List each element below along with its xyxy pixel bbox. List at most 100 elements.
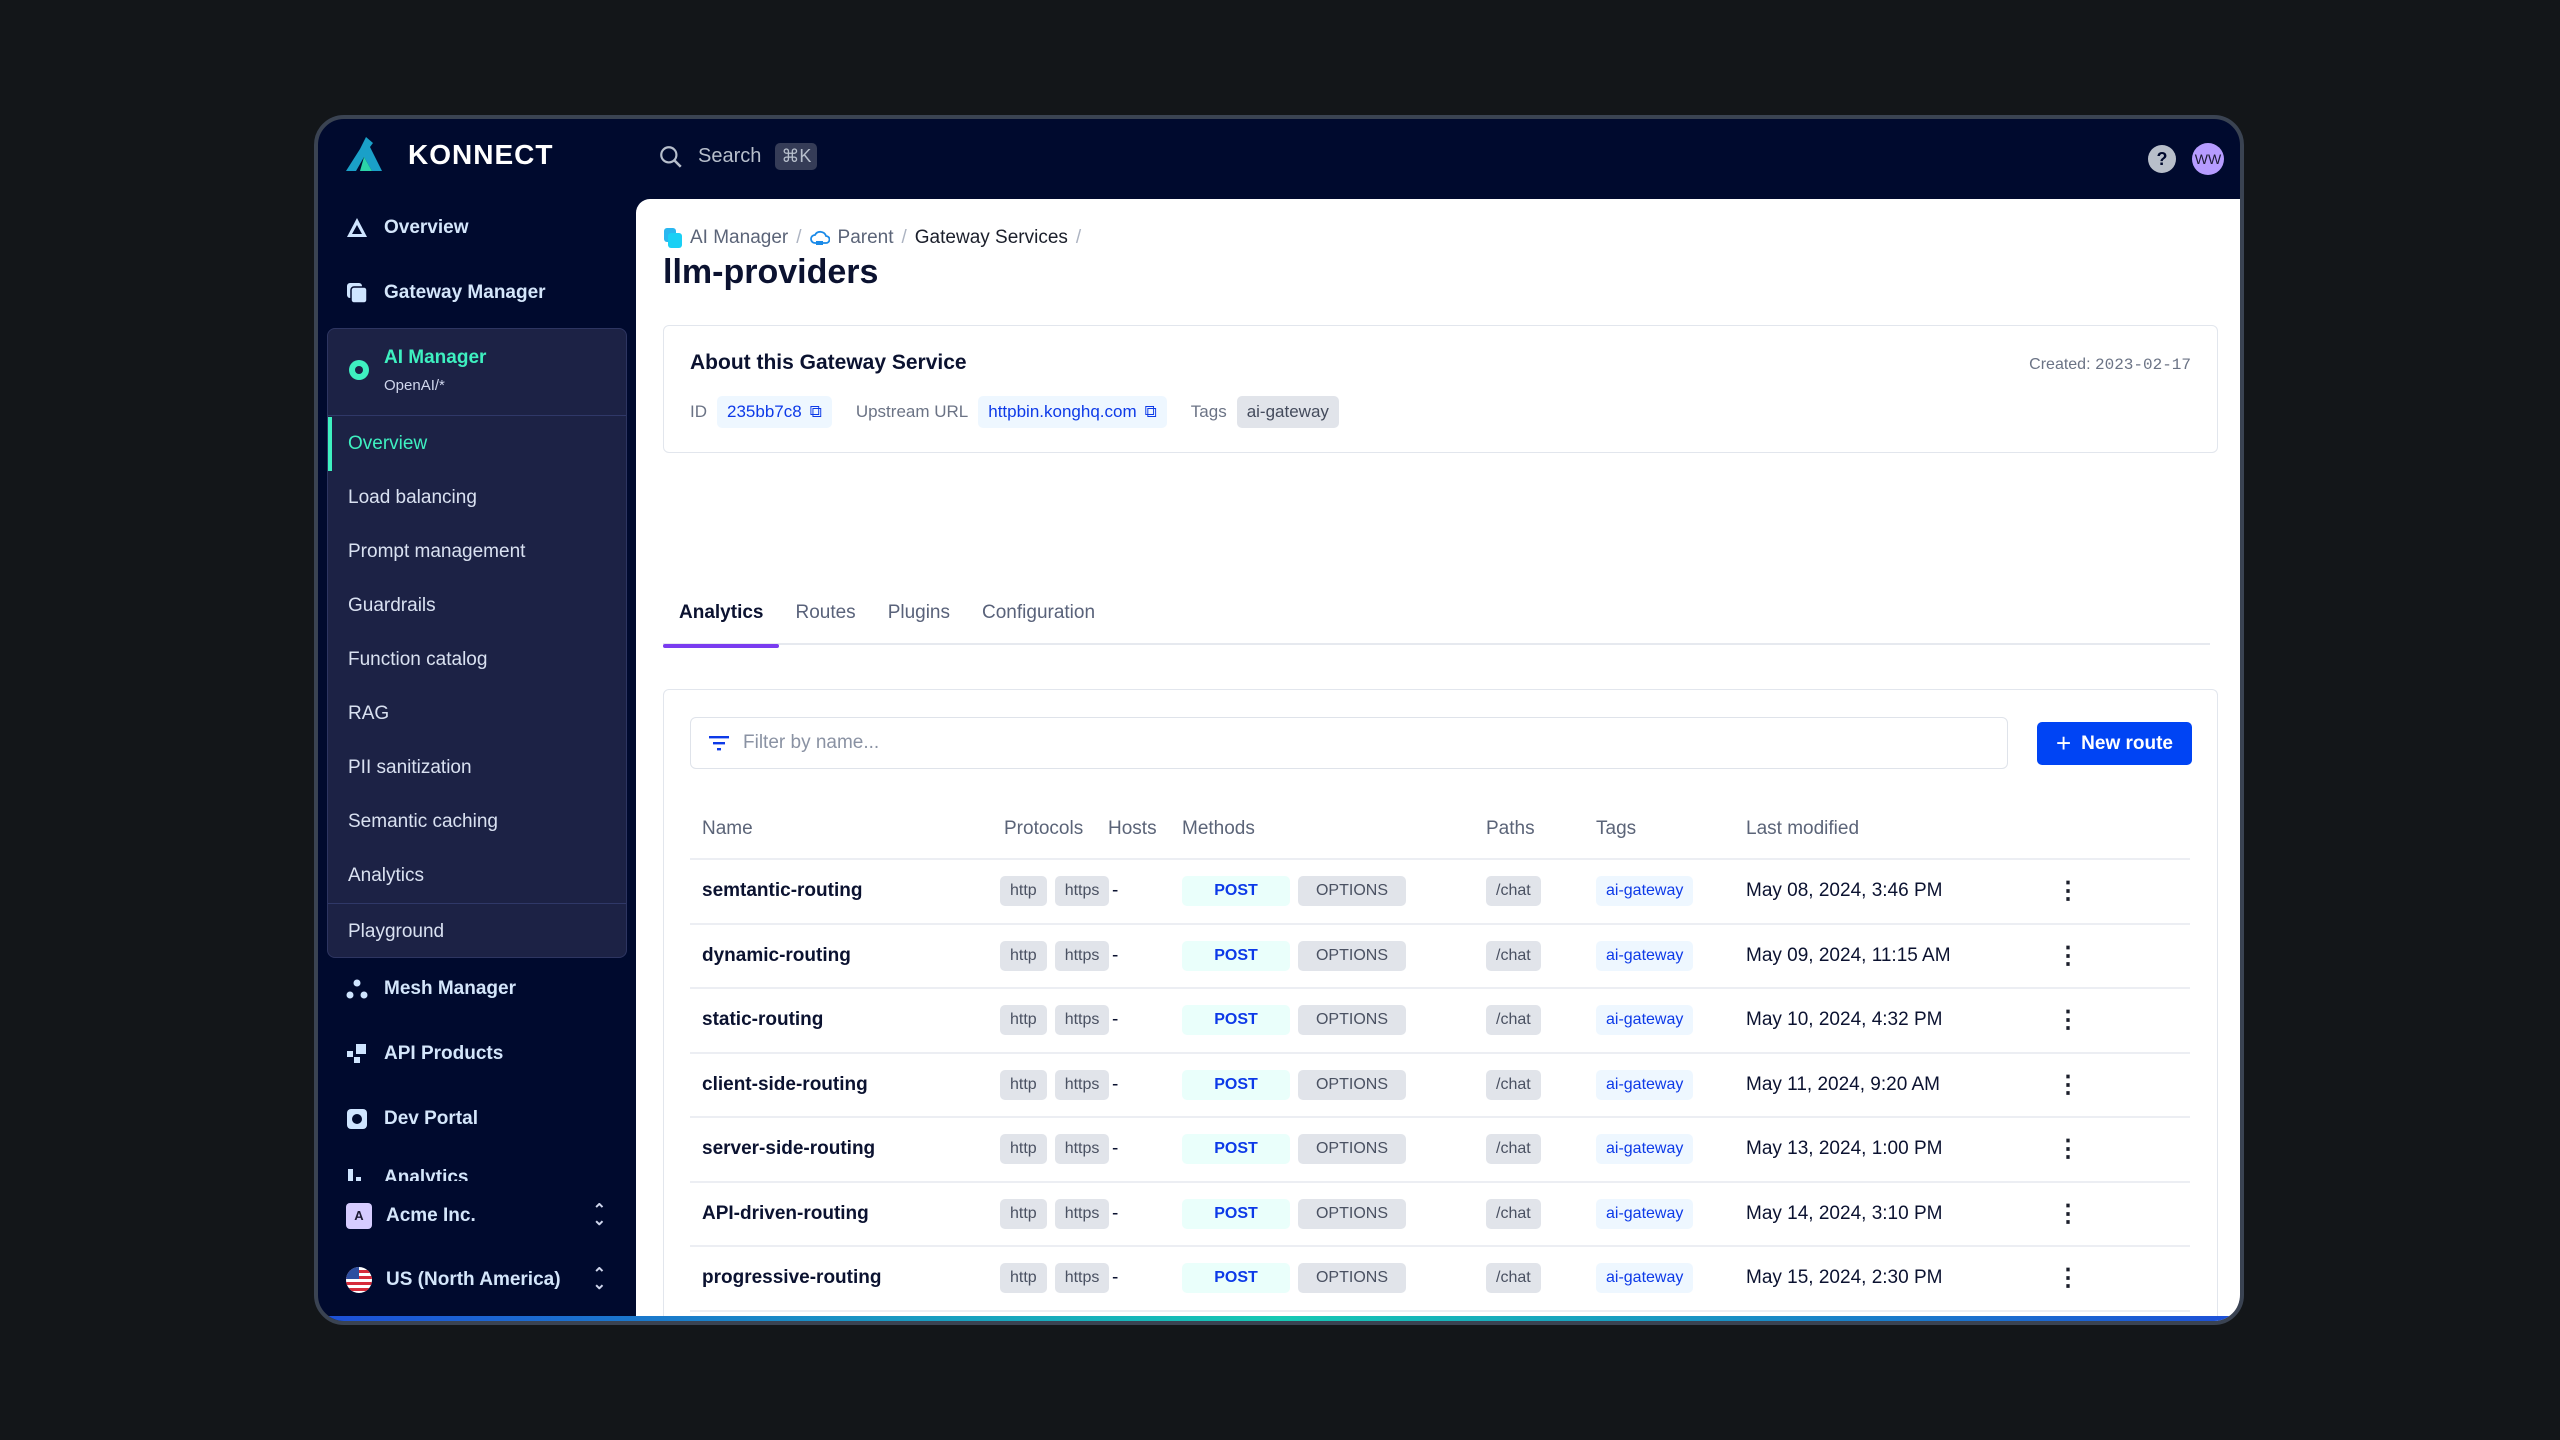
table-row[interactable]: static-routing http https - POST OPTIONS /… [690,989,2190,1054]
ai-manager-group: AI Manager OpenAI/* Overview Load balancin… [327,328,627,958]
method-badge: OPTIONS [1298,876,1406,907]
route-name[interactable]: API-driven-routing [702,1202,869,1224]
method-badge: OPTIONS [1298,1069,1406,1100]
more-actions-icon[interactable]: ⋮ [2056,1071,2080,1099]
hosts-value: - [1112,1138,1119,1160]
sidebar-subitem-load-balancing[interactable]: Load balancing [348,487,477,508]
hosts-value: - [1112,1267,1119,1289]
chevron-up-down-icon: ⌃ ⌄ [592,1202,606,1229]
path-badge: /chat [1486,1134,1541,1165]
filter-input[interactable]: Filter by name... [690,717,2008,769]
ai-manager-header[interactable]: AI Manager OpenAI/* [348,347,486,394]
org-selector[interactable]: A Acme Inc. ⌃ ⌄ [346,1203,606,1229]
sidebar-subitem-pii-sanitization[interactable]: PII sanitization [348,757,472,778]
method-badge: OPTIONS [1298,1134,1406,1165]
kong-logo-icon [346,137,382,171]
tab-plugins[interactable]: Plugins [887,602,951,623]
sidebar-subitem-prompt-management[interactable]: Prompt management [348,541,526,562]
sidebar-subitem-guardrails[interactable]: Guardrails [348,595,436,616]
hosts-value: - [1112,880,1119,902]
tab-routes[interactable]: Routes [795,602,856,623]
method-badge: POST [1182,1198,1290,1229]
table-row[interactable]: API-driven-routing http https - POST OPTIO… [690,1183,2190,1247]
help-icon[interactable]: ? [2148,145,2176,173]
divider [328,903,626,904]
route-name[interactable]: client-side-routing [702,1073,868,1095]
method-badge: POST [1182,1069,1290,1100]
table-row[interactable]: dynamic-routing http https - POST OPTIONS … [690,925,2190,989]
column-header-methods: Methods [1182,818,1255,839]
dev-portal-icon [347,1109,367,1129]
method-badge: OPTIONS [1298,940,1406,971]
shortcut-badge: ⌘K [775,143,818,170]
sidebar-subitem-function-catalog[interactable]: Function catalog [348,649,488,670]
sidebar-item-overview[interactable]: Overview [346,217,469,239]
plus-icon: + [2055,728,2072,758]
route-name[interactable]: dynamic-routing [702,944,851,966]
search-button[interactable]: Search ⌘K [658,143,818,170]
sidebar-subitem-playground[interactable]: Playground [348,921,445,942]
gateway-icon [347,283,368,304]
table-header: Name Protocols Hosts Methods Paths Tags Last m… [690,798,2190,860]
route-name[interactable]: progressive-routing [702,1267,882,1289]
cloud-icon [809,230,830,245]
copy-icon[interactable]: ⧉ [809,402,822,421]
about-title: About this Gateway Service [690,351,967,374]
table-row[interactable]: progressive-routing http https - POST OPTI… [690,1247,2190,1312]
sidebar-subitem-semantic-caching[interactable]: Semantic caching [348,811,498,832]
breadcrumb-ai-manager[interactable]: AI Manager [690,227,789,248]
main-content: AI Manager / Parent / Gateway Services /… [636,199,2240,1321]
sidebar-item-analytics[interactable]: Analytics [346,1167,468,1181]
created-date: Created: 2023-02-17 [2029,356,2191,374]
route-name[interactable]: static-routing [702,1009,824,1031]
more-actions-icon[interactable]: ⋮ [2056,1264,2080,1292]
sidebar-item-dev-portal[interactable]: Dev Portal [346,1108,478,1130]
path-badge: /chat [1486,1005,1541,1036]
table-row[interactable]: client-side-routing http https - POST OPTI… [690,1054,2190,1118]
more-actions-icon[interactable]: ⋮ [2056,1200,2080,1228]
table-row[interactable]: server-side-routing http https - POST OPTI… [690,1118,2190,1183]
upstream-url-copy[interactable]: httpbin.konghq.com ⧉ [978,396,1167,428]
tag-badge: ai-gateway [1596,1005,1694,1036]
region-selector[interactable]: US (North America) ⌃ ⌄ [346,1267,606,1293]
org-avatar: A [346,1203,372,1229]
method-badge: OPTIONS [1298,1198,1406,1229]
hosts-value: - [1112,1073,1119,1095]
protocol-badge: http [1000,1069,1047,1100]
tab-configuration[interactable]: Configuration [982,602,1096,623]
tag-badge: ai-gateway [1596,1069,1694,1100]
sidebar-item-gateway-manager[interactable]: Gateway Manager [346,282,546,304]
last-modified: May 08, 2024, 3:46 PM [1746,880,1943,902]
protocol-badge: http [1000,1263,1047,1294]
tab-analytics[interactable]: Analytics [663,601,780,648]
route-name[interactable]: semtantic-routing [702,880,863,902]
protocol-badge: http [1000,1198,1047,1229]
more-actions-icon[interactable]: ⋮ [2056,1135,2080,1163]
route-name[interactable]: server-side-routing [702,1138,876,1160]
id-copy[interactable]: 235bb7c8 ⧉ [717,396,832,428]
protocol-badge: http [1000,1005,1047,1036]
column-header-tags: Tags [1596,818,1637,839]
table-row[interactable]: semtantic-routing http https - POST OPTION… [690,860,2190,925]
more-actions-icon[interactable]: ⋮ [2056,1006,2080,1034]
sidebar: Overview Gateway Manager AI Manager OpenA… [318,199,636,1321]
sidebar-subitem-overview[interactable]: Overview [328,417,626,471]
breadcrumb-parent[interactable]: Parent [837,227,894,248]
sidebar-item-mesh-manager[interactable]: Mesh Manager [346,978,516,1000]
sidebar-subitem-analytics[interactable]: Analytics [348,865,425,886]
sidebar-item-api-products[interactable]: API Products [346,1043,503,1065]
copy-icon[interactable]: ⧉ [1144,402,1157,421]
column-header-last-modified: Last modified [1746,818,1860,839]
more-actions-icon[interactable]: ⋮ [2056,942,2080,970]
method-badge: POST [1182,940,1290,971]
sidebar-subitem-rag[interactable]: RAG [348,703,390,724]
konnect-logo[interactable]: KONNECT [346,137,553,173]
more-actions-icon[interactable]: ⋮ [2056,877,2080,905]
protocol-badge: https [1054,940,1110,971]
breadcrumb-gateway-services[interactable]: Gateway Services [914,227,1068,248]
user-avatar[interactable]: WW [2192,143,2224,175]
new-route-button[interactable]: + New route [2037,722,2192,765]
method-badge: POST [1182,1263,1290,1294]
path-badge: /chat [1486,1069,1541,1100]
